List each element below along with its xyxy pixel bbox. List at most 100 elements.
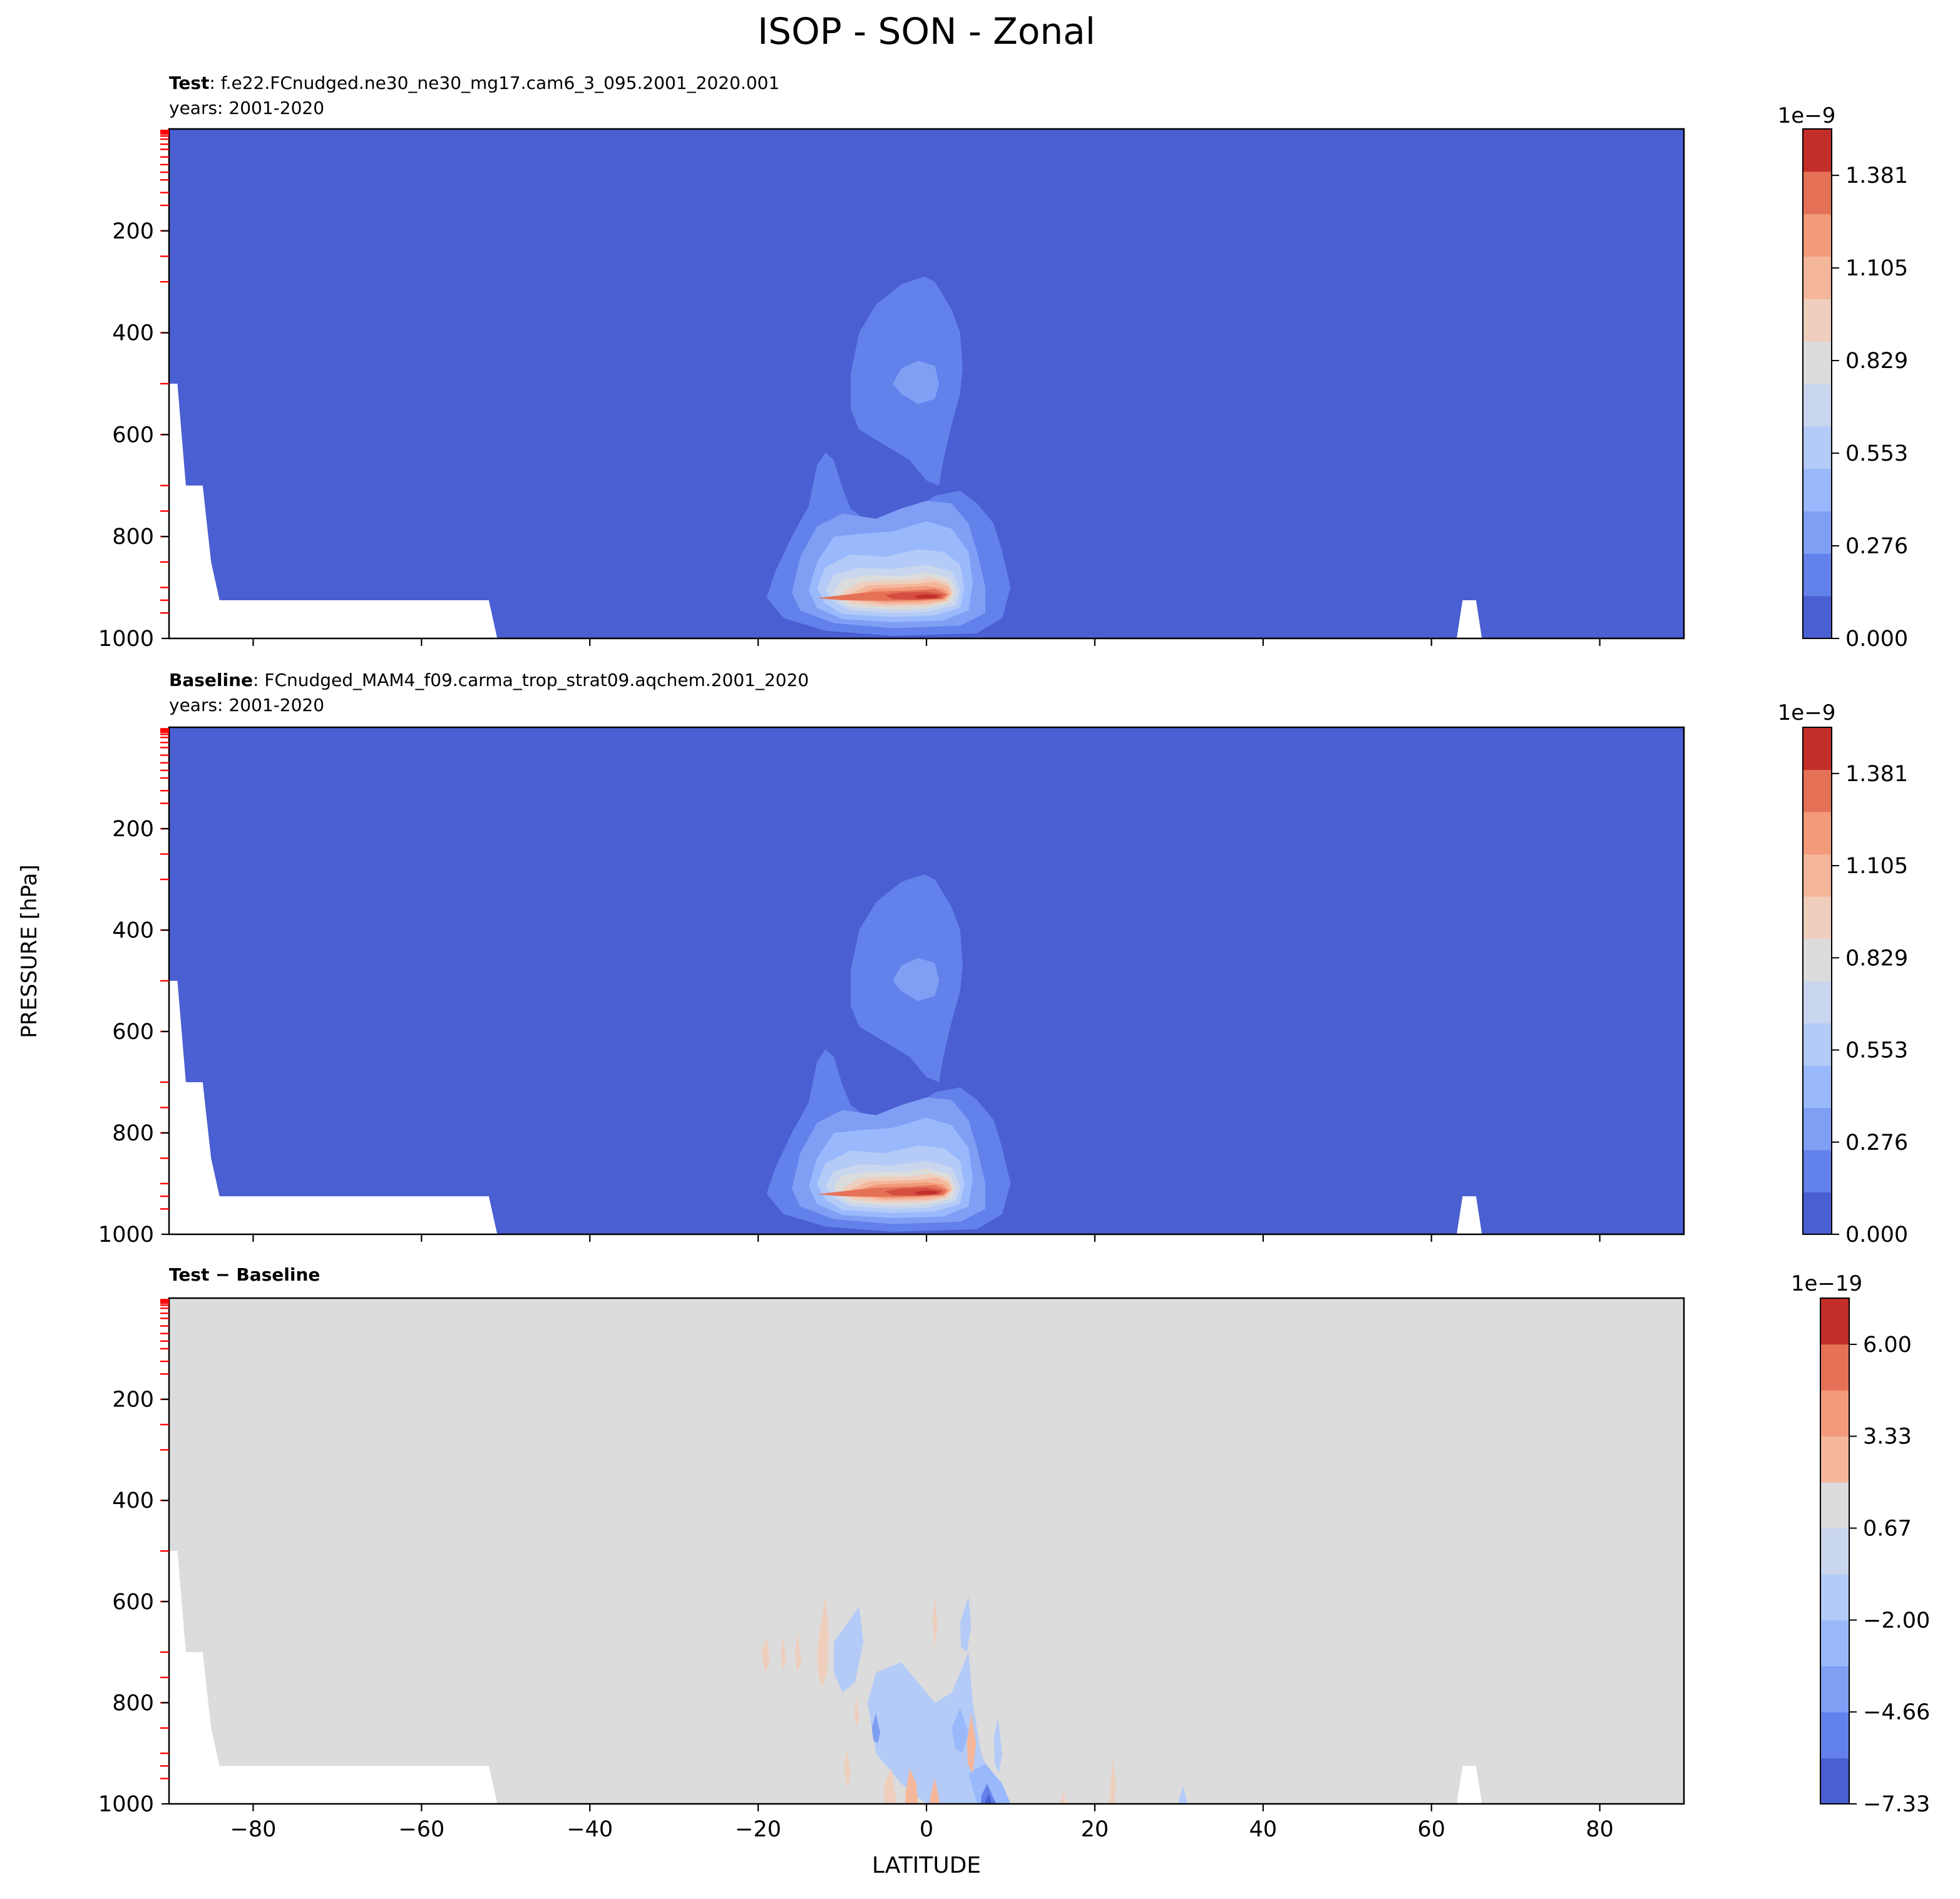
y-tick-label: 400 <box>112 1488 154 1513</box>
colorbar-frame <box>1802 128 1832 639</box>
colorbar-bin <box>1803 727 1832 770</box>
difference-patch-7 <box>884 1768 896 1804</box>
x-tick-label: −80 <box>230 1817 277 1842</box>
colorbar-tick-label: −2.00 <box>1863 1608 1930 1633</box>
x-tick-label: −60 <box>398 1817 444 1842</box>
y-axis-label: PRESSURE [hPa] <box>17 864 42 1038</box>
colorbar-tick-label: −7.33 <box>1863 1792 1930 1817</box>
difference-patch-8 <box>967 1712 977 1774</box>
panel-baseline-title-rest: : FCnudged_MAM4_f09.carma_trop_strat09.a… <box>253 670 809 690</box>
y-tick-label: 600 <box>112 1020 154 1045</box>
difference-patch-3 <box>968 1763 1011 1804</box>
colorbar-tick-label: 0.829 <box>1845 349 1908 374</box>
colorbar-bin <box>1803 981 1832 1024</box>
colorbar-bin <box>1803 1023 1832 1066</box>
colorbar-bin <box>1803 812 1832 855</box>
colorbar-tick-label: −4.66 <box>1863 1700 1930 1725</box>
y-tick-label: 400 <box>112 321 154 346</box>
y-tick-label: 200 <box>112 817 154 842</box>
panel-difference-x-ticks: −80 −60 −40 −20 0 20 40 60 80 <box>230 1804 1614 1842</box>
panel-test-title-bold: Test <box>169 73 209 93</box>
colorbar-bin <box>1803 938 1832 981</box>
difference-patch-7 <box>932 1596 938 1647</box>
panel-test-missing-terrain-2 <box>1457 600 1482 638</box>
figure-title: ISOP - SON - Zonal <box>757 10 1095 53</box>
colorbar-bin <box>1803 341 1832 384</box>
panel-difference-colorbar: −7.33 −4.66 −2.00 0.67 3.33 6.00 <box>1820 1298 1930 1817</box>
difference-patch-0 <box>985 1793 992 1804</box>
colorbar-tick-label: 0.000 <box>1845 1222 1908 1247</box>
x-tick-label: 20 <box>1081 1817 1109 1842</box>
colorbar-bin <box>1820 1666 1849 1712</box>
colorbar-bin <box>1820 1574 1849 1620</box>
contour-level-12 <box>913 594 940 599</box>
difference-patch-4 <box>1179 1786 1188 1804</box>
colorbar-bin <box>1820 1436 1849 1483</box>
colorbar-bin <box>1803 1192 1832 1235</box>
colorbar-bin <box>1820 1620 1849 1667</box>
difference-patch-4 <box>867 1652 1011 1804</box>
difference-patch-4 <box>993 1717 1002 1774</box>
panel-test-title-rest: : f.e22.FCnudged.ne30_ne30_mg17.cam6_3_0… <box>209 73 779 93</box>
x-tick-label: 40 <box>1249 1817 1278 1842</box>
contour-level-2 <box>893 958 940 1001</box>
y-tick-label: 800 <box>112 1121 154 1146</box>
colorbar-bin <box>1803 1107 1832 1150</box>
y-tick-label: 600 <box>112 1590 154 1615</box>
colorbar-bin <box>1803 171 1832 215</box>
x-axis-label: LATITUDE <box>872 1853 981 1878</box>
colorbar-tick-label: 1.381 <box>1845 762 1908 787</box>
y-tick-label: 600 <box>112 422 154 448</box>
panel-baseline-missing-terrain-2 <box>1457 1196 1482 1234</box>
y-tick-label: 200 <box>112 1388 154 1413</box>
x-tick-label: 80 <box>1586 1817 1614 1842</box>
panel-test-colorbar: 0.000 0.276 0.553 0.829 1.105 1.381 <box>1802 128 1908 652</box>
difference-patch-7 <box>817 1596 829 1688</box>
y-tick-label: 800 <box>112 525 154 550</box>
colorbar-bin <box>1803 213 1832 257</box>
panel-test-missing-terrain <box>169 384 498 638</box>
panel-test-plot <box>169 129 1684 638</box>
colorbar-bin <box>1803 854 1832 897</box>
y-tick-label: 800 <box>112 1691 154 1716</box>
colorbar-bin <box>1803 1150 1832 1193</box>
difference-patch-7 <box>795 1632 801 1672</box>
panel-difference-colorbar-exponent: 1e−19 <box>1791 1271 1862 1296</box>
difference-patch-3 <box>952 1707 969 1754</box>
difference-patch-7 <box>844 1748 851 1789</box>
colorbar-tick-label: 0.553 <box>1845 1038 1908 1063</box>
panel-difference-missing-terrain <box>169 1551 498 1804</box>
colorbar-bin <box>1803 769 1832 812</box>
panel-baseline-title: Baseline: FCnudged_MAM4_f09.carma_trop_s… <box>169 670 809 690</box>
difference-patch-8 <box>930 1778 940 1804</box>
panel-test-contours <box>766 277 1011 636</box>
panel-test-colorbar-exponent: 1e−9 <box>1778 103 1836 128</box>
panel-baseline-contours <box>766 874 1011 1232</box>
panel-baseline-plot <box>169 727 1684 1234</box>
panel-baseline-colorbar: 0.000 0.276 0.553 0.829 1.105 1.381 <box>1802 727 1908 1247</box>
colorbar-tick-label: 0.000 <box>1845 627 1908 652</box>
colorbar-tick-label: 1.105 <box>1845 256 1908 281</box>
x-tick-label: −20 <box>735 1817 781 1842</box>
colorbar-bin <box>1803 553 1832 596</box>
difference-patch-7 <box>1110 1758 1116 1804</box>
y-tick-label: 1000 <box>98 627 154 652</box>
colorbar-tick-label: 0.829 <box>1845 946 1908 971</box>
colorbar-bin <box>1820 1390 1849 1436</box>
colorbar-tick-label: 3.33 <box>1863 1425 1912 1450</box>
colorbar-bin <box>1803 896 1832 939</box>
panel-test-years: years: 2001-2020 <box>169 98 324 118</box>
panel-test-level-ticks <box>160 130 169 614</box>
colorbar-bin <box>1803 426 1832 469</box>
panel-test: Test: f.e22.FCnudged.ne30_ne30_mg17.cam6… <box>98 73 1908 652</box>
difference-patch-2 <box>871 1712 881 1743</box>
panel-baseline: Baseline: FCnudged_MAM4_f09.carma_trop_s… <box>98 670 1908 1247</box>
colorbar-bin <box>1803 129 1832 172</box>
colorbar-bin <box>1820 1344 1849 1391</box>
y-tick-label: 1000 <box>98 1222 154 1247</box>
difference-patch-7 <box>781 1637 786 1670</box>
panel-test-y-ticks: 200 400 600 800 1000 <box>98 219 169 652</box>
colorbar-bin <box>1803 384 1832 427</box>
